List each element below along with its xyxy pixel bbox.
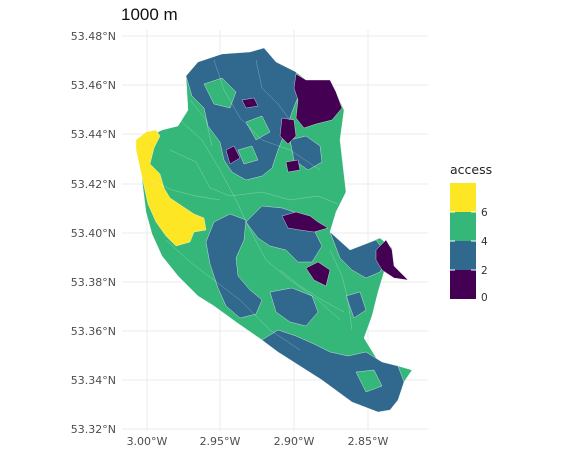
map-region <box>293 73 343 129</box>
choropleth-map <box>135 47 413 413</box>
plot-title: 1000 m <box>121 5 178 24</box>
y-axis-labels: 53.48°N 53.46°N 53.44°N 53.42°N 53.40°N … <box>71 30 116 436</box>
y-tick-label: 53.40°N <box>71 227 116 240</box>
map-region <box>375 239 409 281</box>
y-tick-label: 53.42°N <box>71 178 116 191</box>
legend-label: 6 <box>481 207 488 219</box>
y-tick-label: 53.32°N <box>71 423 116 436</box>
legend-label: 4 <box>481 236 488 248</box>
map-region <box>329 231 389 279</box>
map-region <box>261 329 405 413</box>
y-tick-label: 53.36°N <box>71 325 116 338</box>
y-tick-label: 53.44°N <box>71 128 116 141</box>
map-region <box>225 145 241 165</box>
map-region <box>345 291 367 319</box>
map-region <box>135 129 207 247</box>
y-tick-label: 53.38°N <box>71 276 116 289</box>
map-region <box>269 287 319 327</box>
map-region <box>203 77 237 109</box>
y-tick-label: 53.48°N <box>71 30 116 43</box>
map-region <box>205 213 263 319</box>
map-region <box>237 145 259 165</box>
legend-swatch <box>450 183 476 212</box>
legend-swatch <box>450 241 476 270</box>
map-region <box>281 211 329 233</box>
map-region <box>241 97 259 109</box>
x-axis-labels: 3.00°W 2.95°W 2.90°W 2.85°W <box>127 435 389 448</box>
x-tick-label: 2.90°W <box>274 435 315 448</box>
legend-label: 0 <box>481 292 488 304</box>
legend: access 6 4 2 0 <box>450 162 492 304</box>
x-tick-label: 2.85°W <box>348 435 389 448</box>
legend-label: 2 <box>481 265 488 277</box>
x-tick-label: 2.95°W <box>200 435 241 448</box>
y-tick-label: 53.46°N <box>71 79 116 92</box>
legend-title: access <box>450 162 492 177</box>
map-region <box>285 159 301 173</box>
map-region <box>355 369 383 393</box>
map-region <box>245 115 271 141</box>
map-region <box>305 261 331 287</box>
y-tick-label: 53.34°N <box>71 374 116 387</box>
map-region <box>279 117 297 145</box>
legend-swatch <box>450 212 476 241</box>
legend-swatch <box>450 270 476 299</box>
ward-boundaries <box>149 59 353 351</box>
x-tick-label: 3.00°W <box>127 435 168 448</box>
